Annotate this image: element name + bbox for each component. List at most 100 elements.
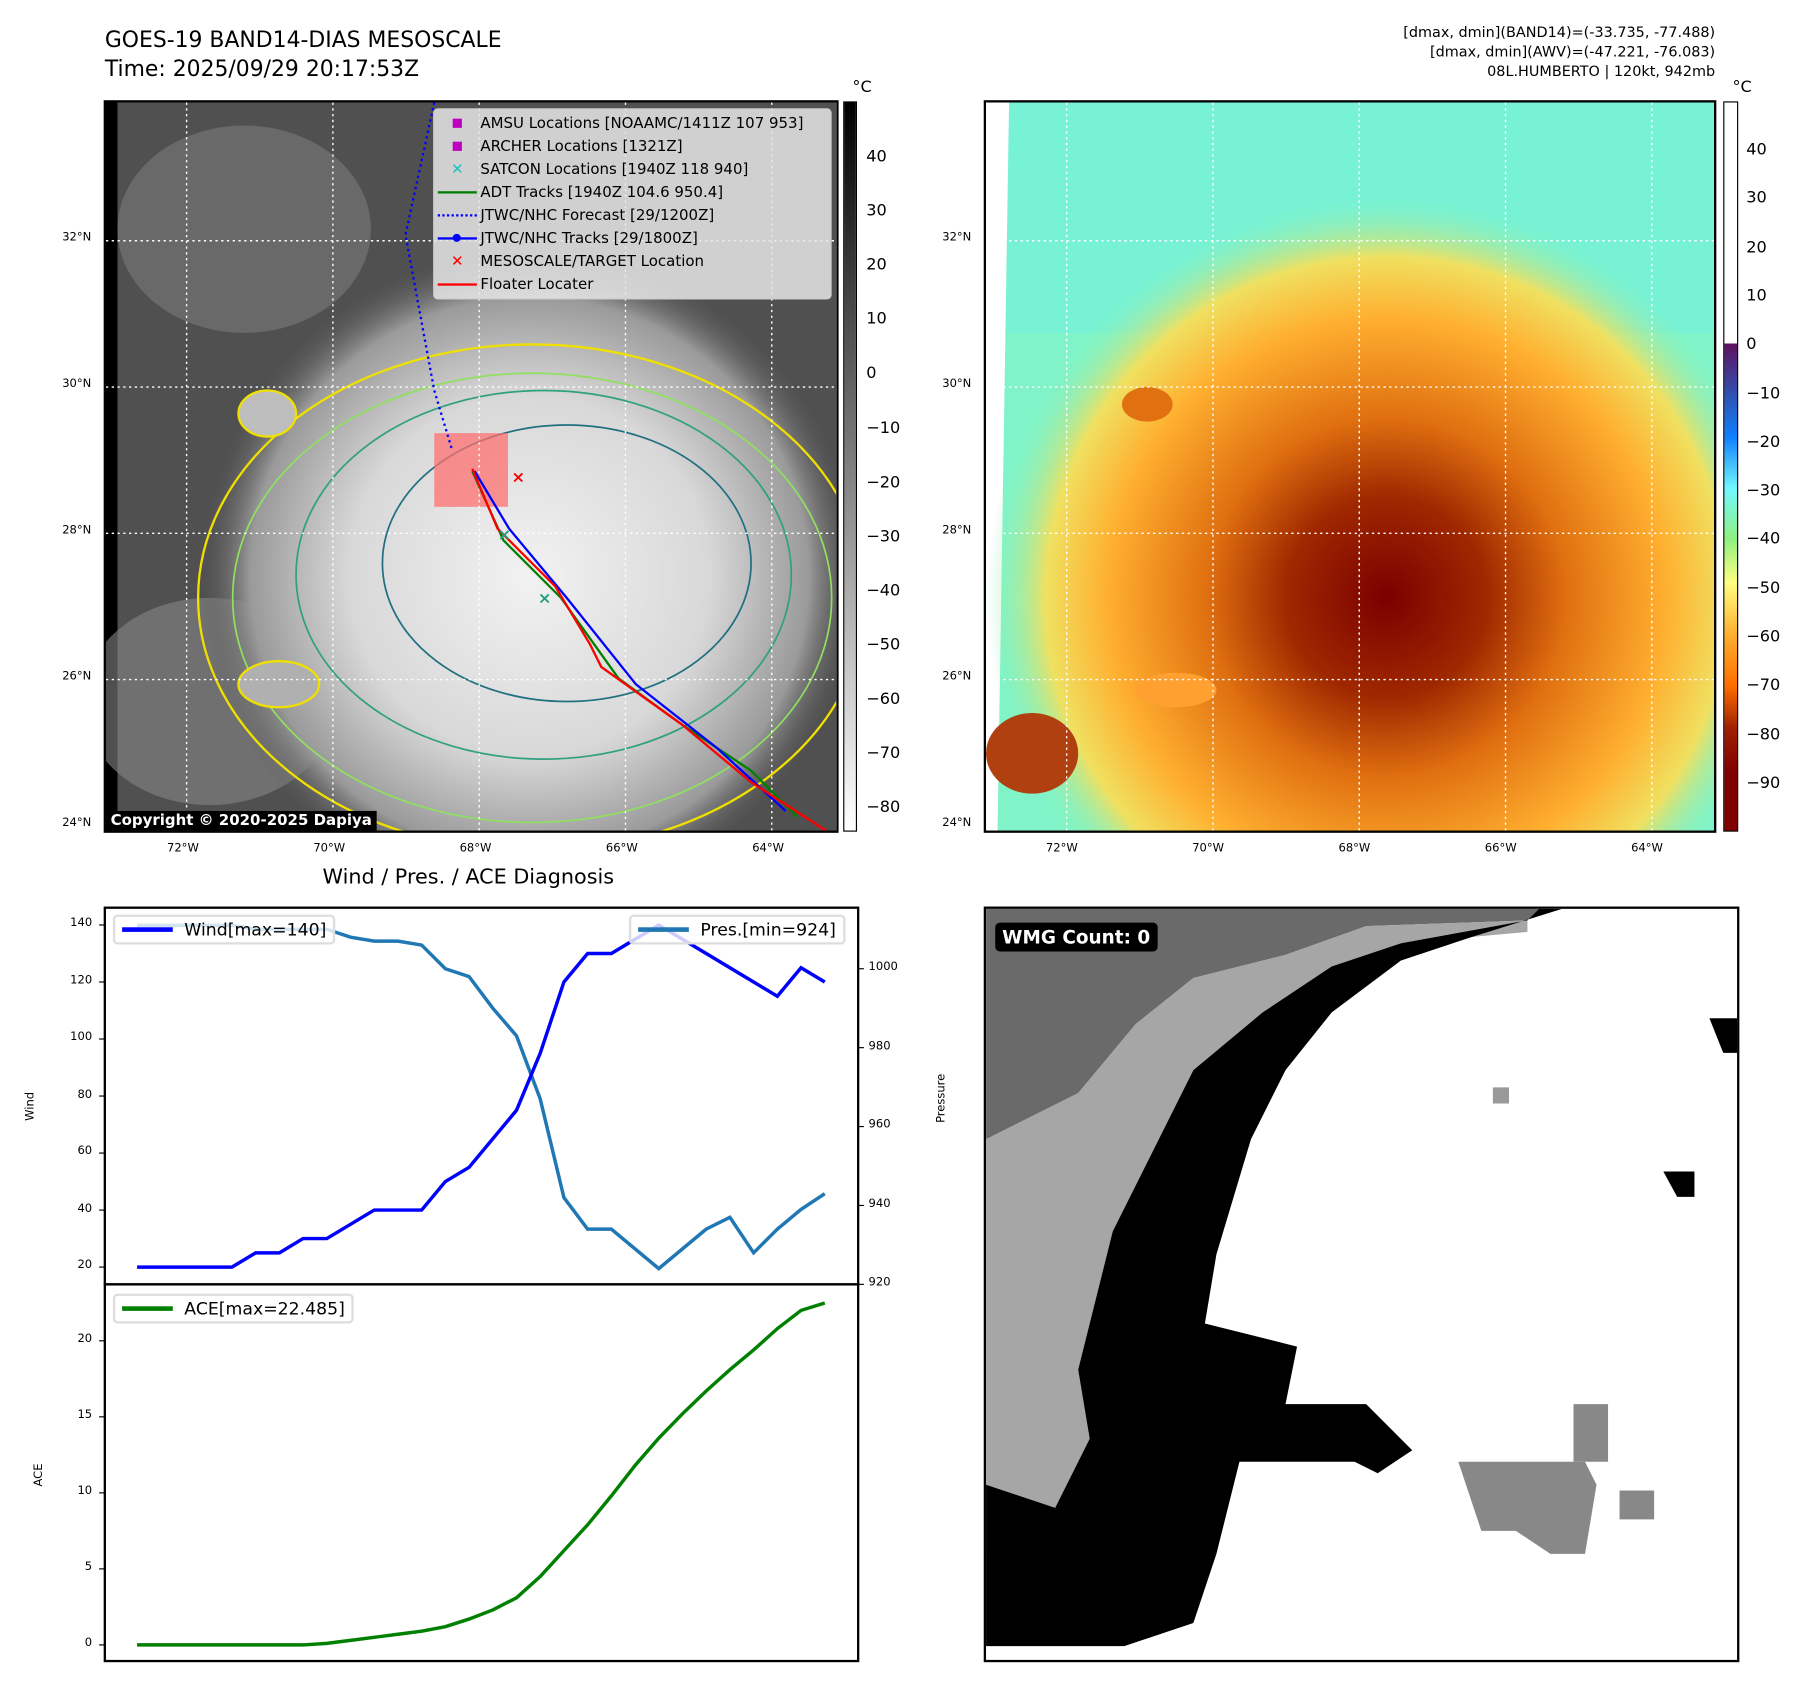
left-colorbar-tick: −80: [866, 798, 901, 817]
solid-line-icon: [434, 191, 480, 194]
ir-satellite-map[interactable]: × × × AMSU Locations [NOAAMC/1411Z 107 9…: [103, 100, 839, 833]
forecast-track: [404, 102, 453, 449]
legend-item: JTWC/NHC Forecast [29/1200Z]: [434, 204, 830, 227]
pressure-tick-label: 980: [868, 1039, 891, 1053]
ace-legend: ACE[max=22.485]: [112, 1293, 355, 1324]
legend-item-label: MESOSCALE/TARGET Location: [480, 252, 705, 271]
wind-tick-label: 120: [70, 973, 93, 987]
legend-item: ✕ MESOSCALE/TARGET Location: [434, 250, 830, 273]
left-colorbar: [843, 101, 858, 832]
legend-item-label: ARCHER Locations [1321Z]: [480, 137, 683, 155]
right-map-lat-label: 32°N: [942, 231, 972, 245]
left-colorbar-tick: −40: [866, 581, 901, 600]
right-map-lat-label: 24°N: [942, 816, 972, 830]
right-colorbar: [1723, 101, 1739, 832]
ace-tick-label: 20: [77, 1332, 93, 1346]
left-map-lon-label: 66°W: [605, 842, 638, 855]
info-storm: 08L.HUMBERTO | 120kt, 942mb: [1487, 62, 1716, 80]
right-colorbar-unit: °C: [1732, 78, 1752, 97]
pressure-line: [137, 923, 826, 1271]
mesoscale-box: [434, 433, 508, 507]
left-colorbar-tick: 10: [866, 310, 887, 329]
right-colorbar-tick: −90: [1746, 773, 1781, 793]
left-map-lat-label: 30°N: [62, 377, 92, 391]
map-legend: AMSU Locations [NOAAMC/1411Z 107 953] ARC…: [433, 108, 832, 300]
x-marker-icon: ✕: [451, 160, 464, 178]
left-colorbar-tick: 40: [866, 147, 887, 166]
right-colorbar-tick: 0: [1746, 335, 1757, 354]
info-awv: [dmax, dmin](AWV)=(-47.221, -76.083): [1429, 42, 1716, 60]
right-colorbar-tick: −10: [1746, 384, 1781, 403]
left-colorbar-unit: °C: [852, 78, 872, 97]
legend-item: ARCHER Locations [1321Z]: [434, 135, 830, 158]
svg-text:×: ×: [498, 525, 512, 544]
nhc-track: [473, 470, 787, 812]
enhanced-ir-map[interactable]: [983, 100, 1717, 833]
legend-item-label: JTWC/NHC Tracks [29/1800Z]: [480, 229, 698, 248]
left-map-lat-label: 32°N: [62, 231, 92, 245]
left-colorbar-tick: 30: [866, 201, 887, 221]
left-colorbar-tick: −70: [866, 744, 901, 763]
legend-item: ADT Tracks [1940Z 104.6 950.4]: [434, 181, 830, 204]
diagnosis-title: Wind / Pres. / ACE Diagnosis: [322, 865, 615, 890]
right-map-lon-label: 66°W: [1484, 842, 1517, 855]
ace-tick-label: 15: [77, 1408, 93, 1422]
square-marker-icon: [434, 141, 480, 151]
left-colorbar-tick: 20: [866, 255, 887, 275]
left-map-lon-label: 72°W: [167, 842, 199, 855]
svg-text:×: ×: [538, 589, 552, 608]
square-marker-icon: [434, 118, 480, 128]
legend-item: AMSU Locations [NOAAMC/1411Z 107 953]: [434, 112, 830, 135]
right-colorbar-tick: −20: [1746, 432, 1781, 452]
dotted-line-icon: [434, 214, 480, 217]
wmg-mask: [986, 908, 1738, 1647]
wind-tick-label: 40: [77, 1202, 93, 1215]
legend-item-label: SATCON Locations [1940Z 118 940]: [480, 160, 749, 178]
legend-item-label: Floater Locater: [480, 275, 594, 294]
left-colorbar-tick: −60: [866, 689, 901, 709]
left-map-lon-label: 70°W: [313, 842, 346, 855]
solid-line-icon: [434, 283, 480, 286]
legend-item-label: AMSU Locations [NOAAMC/1411Z 107 953]: [480, 114, 804, 132]
right-colorbar-tick: 30: [1746, 189, 1767, 208]
wind-tick-label: 80: [77, 1087, 93, 1101]
right-map-lat-label: 26°N: [942, 670, 972, 684]
pressure-legend-label: Pres.[min=924]: [700, 919, 836, 940]
wmg-panel[interactable]: WMG Count: 0: [983, 906, 1740, 1663]
ace-line: [137, 1301, 826, 1647]
wind-tick-label: 140: [70, 916, 93, 930]
ace-legend-label: ACE[max=22.485]: [184, 1298, 345, 1319]
left-colorbar-tick: −20: [866, 472, 901, 492]
right-colorbar-tick: −30: [1746, 481, 1781, 501]
left-colorbar-tick: −30: [866, 527, 901, 546]
right-colorbar-tick: −80: [1746, 725, 1781, 744]
ace-tick-label: 10: [77, 1484, 93, 1498]
right-map-lon-label: 64°W: [1631, 842, 1663, 855]
right-map-lon-label: 68°W: [1338, 842, 1371, 855]
wind-tick-label: 60: [77, 1144, 93, 1158]
pressure-legend: Pres.[min=924]: [628, 914, 846, 945]
wind-line: [137, 922, 826, 1269]
left-colorbar-tick: −10: [866, 418, 901, 438]
legend-item-label: ADT Tracks [1940Z 104.6 950.4]: [480, 183, 724, 202]
floater-track: [471, 468, 827, 831]
legend-item: ✕ SATCON Locations [1940Z 118 940]: [434, 158, 830, 181]
left-colorbar-tick: 0: [866, 364, 877, 383]
info-band14: [dmax, dmin](BAND14)=(-33.735, -77.488): [1403, 23, 1716, 41]
left-map-lat-label: 28°N: [62, 524, 92, 537]
right-colorbar-tick: 20: [1746, 237, 1767, 257]
right-colorbar-tick: −40: [1746, 530, 1781, 549]
legend-item-label: JTWC/NHC Forecast [29/1200Z]: [480, 206, 715, 225]
figure-time: Time: 2025/09/29 20:17:53Z: [104, 56, 420, 82]
pressure-tick-label: 960: [868, 1118, 891, 1132]
figure-title: GOES-19 BAND14-DIAS MESOSCALE: [104, 27, 502, 53]
svg-text:×: ×: [511, 468, 524, 487]
ace-tick-label: 5: [84, 1560, 93, 1574]
right-colorbar-tick: 40: [1746, 140, 1767, 159]
legend-item: JTWC/NHC Tracks [29/1800Z]: [434, 227, 830, 250]
right-colorbar-tick: 10: [1746, 286, 1767, 306]
right-colorbar-tick: −50: [1746, 579, 1781, 598]
right-colorbar-tick: −70: [1746, 676, 1781, 695]
